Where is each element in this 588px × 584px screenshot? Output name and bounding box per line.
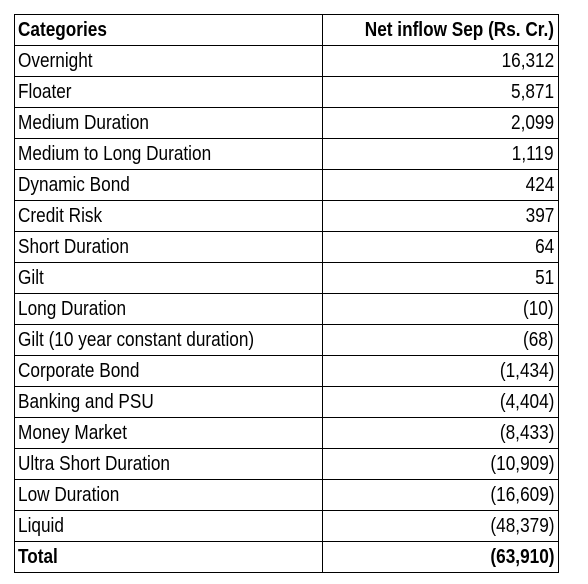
category-cell: Overnight: [14, 45, 323, 77]
value-cell: 1,119: [322, 138, 559, 170]
table-row: Medium to Long Duration 1,119: [14, 138, 559, 170]
category-cell: Gilt (10 year constant duration): [14, 324, 323, 356]
table-row: Short Duration 64: [14, 231, 559, 263]
value-cell: 16,312: [322, 45, 559, 77]
table-row: Low Duration (16,609): [14, 479, 559, 511]
total-label: Total: [14, 541, 323, 573]
table-row: Credit Risk 397: [14, 200, 559, 232]
value-cell: 5,871: [322, 76, 559, 108]
category-cell: Money Market: [14, 417, 323, 449]
category-cell: Floater: [14, 76, 323, 108]
table-row: Corporate Bond (1,434): [14, 355, 559, 387]
value-cell: (10,909): [322, 448, 559, 480]
header-categories: Categories: [14, 14, 323, 46]
value-cell: (10): [322, 293, 559, 325]
header-net-inflow: Net inflow Sep (Rs. Cr.): [322, 14, 559, 46]
category-cell: Medium to Long Duration: [14, 138, 323, 170]
table-row: Ultra Short Duration (10,909): [14, 448, 559, 480]
net-inflow-table-container: Categories Net inflow Sep (Rs. Cr.) Over…: [14, 14, 559, 573]
value-cell: (16,609): [322, 479, 559, 511]
value-cell: (4,404): [322, 386, 559, 418]
table-row: Banking and PSU (4,404): [14, 386, 559, 418]
category-cell: Credit Risk: [14, 200, 323, 232]
category-cell: Low Duration: [14, 479, 323, 511]
category-cell: Liquid: [14, 510, 323, 542]
net-inflow-table: Categories Net inflow Sep (Rs. Cr.) Over…: [14, 14, 559, 573]
value-cell: 2,099: [322, 107, 559, 139]
value-cell: 51: [322, 262, 559, 294]
value-cell: (48,379): [322, 510, 559, 542]
value-cell: 424: [322, 169, 559, 201]
category-cell: Dynamic Bond: [14, 169, 323, 201]
table-row: Gilt (10 year constant duration) (68): [14, 324, 559, 356]
table-row: Money Market (8,433): [14, 417, 559, 449]
category-cell: Gilt: [14, 262, 323, 294]
value-cell: (1,434): [322, 355, 559, 387]
table-row: Dynamic Bond 424: [14, 169, 559, 201]
table-row-total: Total (63,910): [14, 541, 559, 573]
category-cell: Long Duration: [14, 293, 323, 325]
table-row: Long Duration (10): [14, 293, 559, 325]
table-row: Overnight 16,312: [14, 45, 559, 77]
category-cell: Medium Duration: [14, 107, 323, 139]
table-body: Overnight 16,312 Floater 5,871 Medium Durati…: [14, 45, 559, 542]
table-row: Liquid (48,379): [14, 510, 559, 542]
category-cell: Banking and PSU: [14, 386, 323, 418]
category-cell: Corporate Bond: [14, 355, 323, 387]
table-header-row: Categories Net inflow Sep (Rs. Cr.): [14, 14, 559, 46]
total-value: (63,910): [322, 541, 559, 573]
value-cell: 397: [322, 200, 559, 232]
value-cell: 64: [322, 231, 559, 263]
category-cell: Ultra Short Duration: [14, 448, 323, 480]
table-row: Gilt 51: [14, 262, 559, 294]
value-cell: (68): [322, 324, 559, 356]
table-row: Floater 5,871: [14, 76, 559, 108]
value-cell: (8,433): [322, 417, 559, 449]
category-cell: Short Duration: [14, 231, 323, 263]
table-row: Medium Duration 2,099: [14, 107, 559, 139]
